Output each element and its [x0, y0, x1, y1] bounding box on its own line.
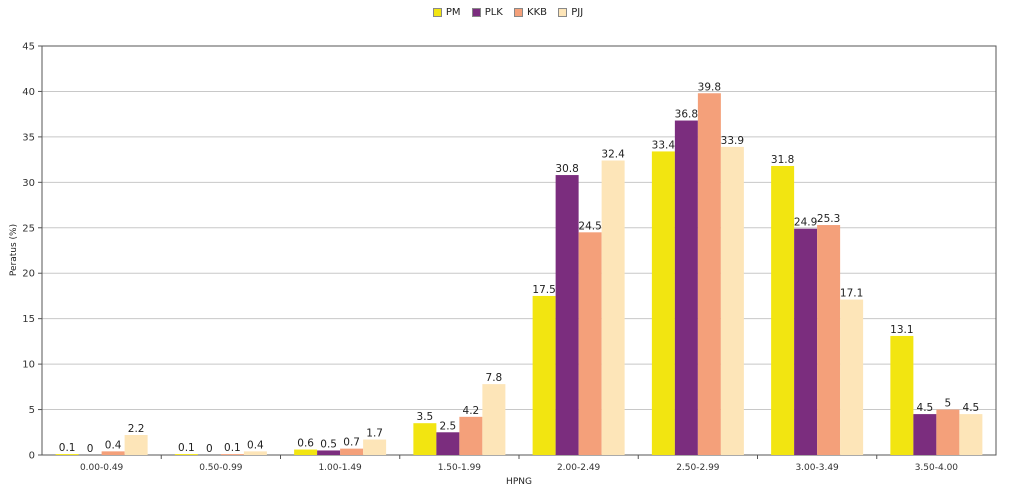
bar — [482, 384, 506, 455]
x-tick-label: 3.50-4.00 — [915, 463, 959, 473]
data-label: 13.1 — [890, 324, 913, 336]
x-tick-label: 2.00-2.49 — [557, 463, 601, 473]
data-label: 2.2 — [128, 423, 145, 435]
bar — [913, 414, 937, 455]
x-tick-label: 3.00-3.49 — [795, 463, 839, 473]
data-label: 0.5 — [320, 438, 337, 450]
x-tick-label: 0.00-0.49 — [80, 463, 124, 473]
legend-label-pm: PM — [445, 7, 461, 18]
data-label: 0.4 — [247, 439, 264, 451]
y-tick-label: 10 — [22, 360, 35, 371]
data-label: 3.5 — [417, 411, 434, 423]
data-label: 5 — [945, 398, 952, 410]
data-label: 0.1 — [59, 442, 76, 454]
legend-swatch-kkb — [514, 8, 524, 17]
chart-legend: PM PLK KKB PJJ — [0, 7, 1016, 20]
data-label: 0 — [206, 443, 213, 455]
legend-swatch-pm — [432, 8, 442, 17]
legend-item-kkb: KKB — [514, 7, 547, 18]
y-tick-label: 0 — [29, 451, 35, 462]
legend-swatch-pjj — [558, 8, 568, 17]
data-label: 0.7 — [343, 437, 360, 449]
data-label: 1.7 — [366, 428, 383, 440]
bar — [555, 175, 579, 455]
data-label: 33.4 — [652, 139, 676, 151]
x-tick-label: 0.50-0.99 — [199, 463, 243, 473]
bar — [55, 454, 79, 455]
legend-item-pm: PM — [432, 7, 461, 18]
data-label: 32.4 — [601, 149, 625, 161]
bar — [243, 451, 267, 455]
x-axis-title: HPNG — [506, 477, 532, 487]
bar — [794, 228, 818, 455]
y-tick-label: 5 — [29, 405, 35, 416]
x-tick-label: 1.50-1.99 — [438, 463, 482, 473]
bar — [697, 93, 721, 456]
bar — [294, 449, 318, 455]
bar — [459, 416, 483, 455]
data-label: 4.5 — [917, 402, 934, 414]
bar — [674, 120, 698, 455]
data-label: 31.8 — [771, 154, 794, 166]
data-label: 33.9 — [721, 135, 744, 147]
bar — [936, 409, 960, 455]
bar — [363, 439, 387, 455]
x-tick-label: 2.50-2.99 — [676, 463, 720, 473]
legend-label-kkb: KKB — [527, 7, 548, 18]
bar — [317, 450, 341, 455]
x-tick-label: 1.00-1.49 — [318, 463, 362, 473]
bar — [578, 232, 602, 455]
data-label: 0.1 — [224, 442, 241, 454]
data-label: 2.5 — [440, 420, 457, 432]
legend-label-pjj: PJJ — [571, 7, 584, 18]
bar — [651, 151, 675, 456]
data-label: 24.9 — [794, 217, 817, 229]
bar — [340, 448, 364, 455]
data-label: 4.2 — [463, 405, 480, 417]
legend-label-plk: PLK — [484, 7, 503, 18]
data-label: 0.6 — [297, 438, 314, 450]
data-label: 7.8 — [486, 372, 503, 384]
bar — [959, 414, 983, 455]
bar — [174, 454, 198, 455]
bar — [890, 335, 914, 455]
legend-item-plk: PLK — [471, 7, 503, 18]
data-label: 0 — [87, 443, 94, 455]
bar — [436, 432, 460, 455]
data-label: 36.8 — [675, 109, 698, 121]
bar — [220, 454, 244, 455]
data-label: 17.1 — [840, 288, 863, 300]
data-label: 0.1 — [178, 442, 195, 454]
bar — [720, 146, 744, 456]
bar — [532, 295, 556, 455]
data-label: 4.5 — [963, 402, 980, 414]
y-tick-label: 45 — [22, 42, 35, 53]
y-tick-label: 25 — [22, 223, 35, 234]
data-label: 17.5 — [532, 284, 555, 296]
bar — [413, 423, 437, 455]
legend-item-pjj: PJJ — [558, 7, 583, 18]
data-label: 0.4 — [105, 439, 122, 451]
bar — [101, 451, 125, 455]
bar — [817, 225, 841, 455]
bar — [124, 435, 148, 455]
y-axis-title: Peratus (%) — [9, 223, 19, 277]
y-tick-label: 20 — [22, 269, 35, 280]
y-tick-label: 30 — [22, 178, 35, 189]
y-tick-label: 15 — [22, 314, 35, 325]
legend-swatch-plk — [471, 8, 481, 17]
bar — [840, 299, 864, 455]
y-tick-label: 35 — [22, 132, 35, 143]
bar — [771, 165, 795, 455]
data-label: 30.8 — [555, 163, 578, 175]
bar — [601, 160, 625, 455]
y-tick-label: 40 — [22, 87, 35, 98]
data-label: 25.3 — [817, 213, 840, 225]
data-label: 24.5 — [578, 220, 601, 232]
data-label: 39.8 — [698, 81, 721, 93]
